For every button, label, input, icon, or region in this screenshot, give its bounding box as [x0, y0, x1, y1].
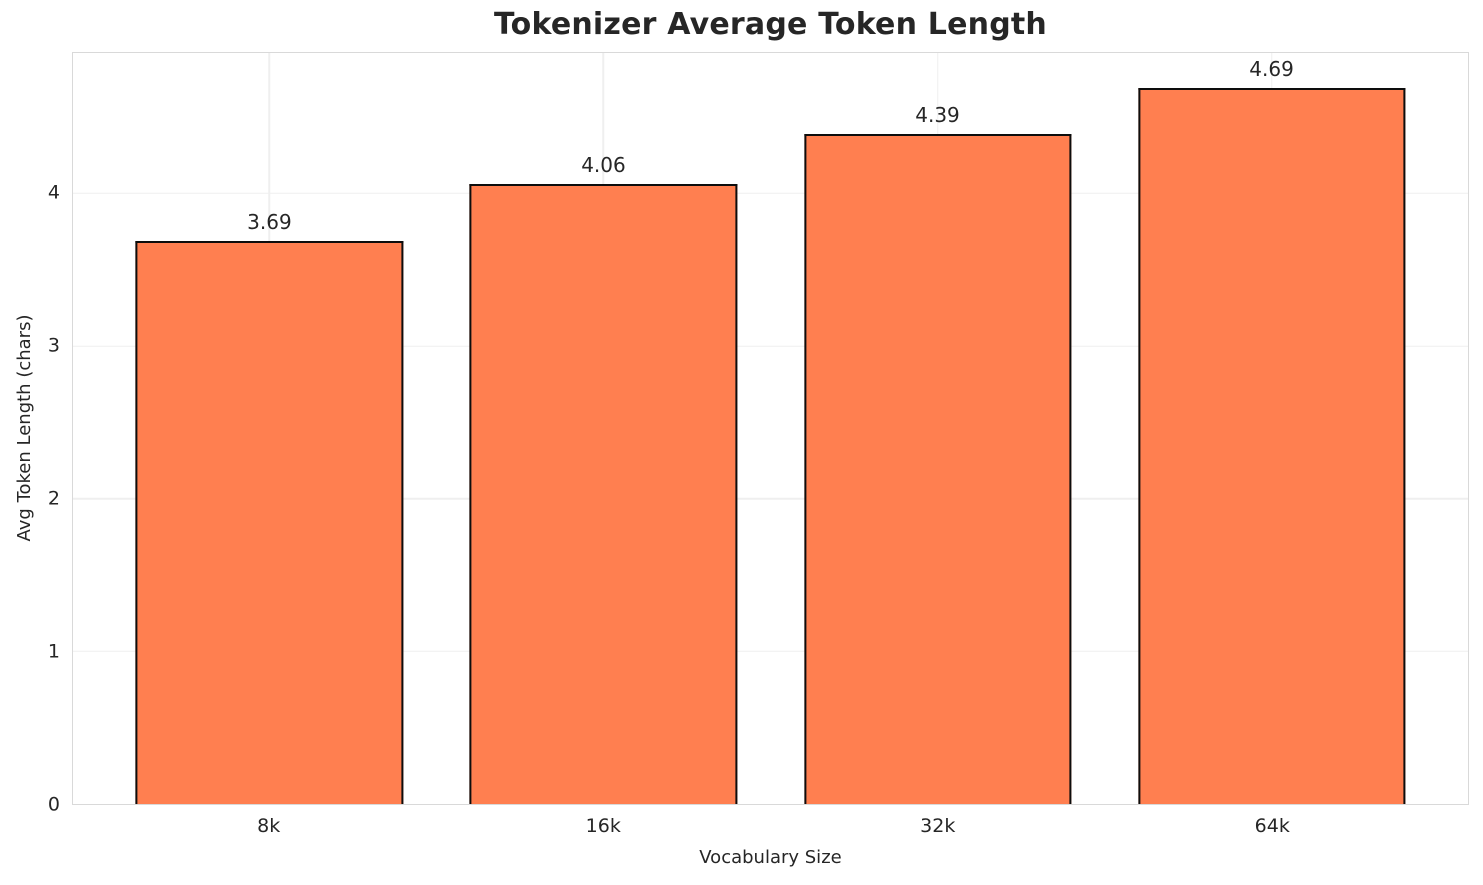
bar-32k	[803, 133, 1072, 804]
bar-value-label-8k: 3.69	[247, 209, 292, 234]
bar-64k	[1137, 88, 1406, 804]
x-tick-labels: 8k 16k 32k 64k	[72, 815, 1469, 841]
x-axis-label: Vocabulary Size	[699, 847, 842, 868]
x-tick-label-32k: 32k	[920, 815, 956, 837]
y-tick-label: 3	[47, 334, 60, 357]
gridline-horizontal	[73, 345, 1468, 347]
x-tick-label-8k: 8k	[257, 815, 281, 837]
bar-value-label-16k: 4.06	[581, 153, 626, 178]
bar-value-label-64k: 4.69	[1249, 57, 1294, 82]
gridline-horizontal	[73, 650, 1468, 653]
y-tick-label: 4	[47, 181, 60, 204]
bar-8k	[135, 240, 404, 804]
y-tick-label: 0	[47, 793, 60, 816]
gridline-horizontal	[73, 497, 1468, 500]
x-tick-label-16k: 16k	[585, 815, 621, 837]
bar-value-label-32k: 4.39	[915, 102, 960, 127]
plot-area: 3.69 4.06 4.39 4.69	[72, 52, 1469, 805]
chart-title: Tokenizer Average Token Length	[493, 7, 1047, 42]
bar-16k	[469, 184, 738, 804]
y-tick-label: 1	[47, 640, 60, 663]
gridline-horizontal	[73, 192, 1468, 195]
y-tick-labels: 0 1 2 3 4	[0, 52, 60, 814]
y-tick-label: 2	[47, 487, 60, 510]
x-tick-label-64k: 64k	[1254, 815, 1290, 837]
